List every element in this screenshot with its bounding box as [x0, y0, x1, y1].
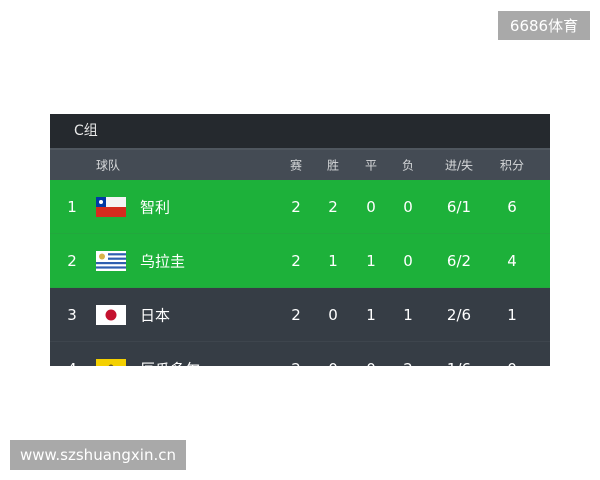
points-cell: 4	[507, 251, 517, 270]
header-lost: 负	[401, 158, 415, 173]
goals-cell: 6/1	[446, 197, 472, 216]
drawn-cell: 1	[366, 251, 376, 270]
drawn-cell: 1	[366, 305, 376, 324]
played-cell: 2	[291, 305, 301, 324]
points-cell: 6	[507, 197, 517, 216]
played-cell: 2	[291, 360, 301, 367]
header-goals: 进/失	[444, 158, 474, 173]
played-cell: 2	[291, 251, 301, 270]
won-cell: 0	[328, 305, 338, 324]
won-cell: 2	[328, 197, 338, 216]
lost-cell: 0	[403, 251, 413, 270]
chile-flag-icon	[96, 196, 126, 217]
watermark-bottom: www.szshuangxin.cn	[10, 440, 186, 470]
team-name: 厄瓜多尔	[140, 358, 200, 366]
watermark-top: 6686体育	[498, 11, 590, 40]
goals-cell: 6/2	[446, 251, 472, 270]
japan-flag-icon	[96, 304, 126, 325]
drawn-cell: 0	[366, 197, 376, 216]
lost-cell: 1	[403, 305, 413, 324]
table-row: 2 乌拉圭 2 1 1 0 6/2 4	[50, 234, 550, 288]
group-title: C组	[50, 114, 550, 148]
header-played: 赛	[289, 158, 303, 173]
won-cell: 0	[328, 360, 338, 367]
rank: 1	[67, 197, 77, 216]
rank: 3	[67, 305, 77, 324]
drawn-cell: 0	[366, 360, 376, 367]
header-won: 胜	[326, 158, 340, 173]
played-cell: 2	[291, 197, 301, 216]
goals-cell: 2/6	[446, 305, 472, 324]
points-cell: 1	[507, 305, 517, 324]
goals-cell: 1/6	[447, 360, 471, 367]
rank: 4	[67, 360, 77, 367]
header-team: 球队	[96, 158, 121, 173]
standings-table: C组 球队 赛 胜 平 负 进/失 积分 1 智利 2 2 0 0 6/1 6 2 乌拉圭 2 1 1 0…	[50, 114, 550, 366]
team-name: 智利	[140, 198, 171, 216]
rank: 2	[67, 251, 77, 270]
lost-cell: 2	[403, 360, 413, 367]
table-row: 3 日本 2 0 1 1 2/6 1	[50, 288, 550, 342]
table-header: 球队 赛 胜 平 负 进/失 积分	[50, 148, 550, 180]
header-drawn: 平	[364, 158, 378, 173]
lost-cell: 0	[403, 197, 413, 216]
ecuador-flag-icon	[96, 358, 126, 366]
won-cell: 1	[328, 251, 338, 270]
team-name: 乌拉圭	[140, 252, 186, 270]
table-row: 4 厄瓜多尔 2 0 0 2 1/6 0	[50, 342, 550, 366]
header-points: 积分	[499, 158, 525, 173]
points-cell: 0	[507, 360, 517, 367]
team-name: 日本	[140, 306, 171, 324]
table-row: 1 智利 2 2 0 0 6/1 6	[50, 180, 550, 234]
uruguay-flag-icon	[96, 250, 126, 271]
